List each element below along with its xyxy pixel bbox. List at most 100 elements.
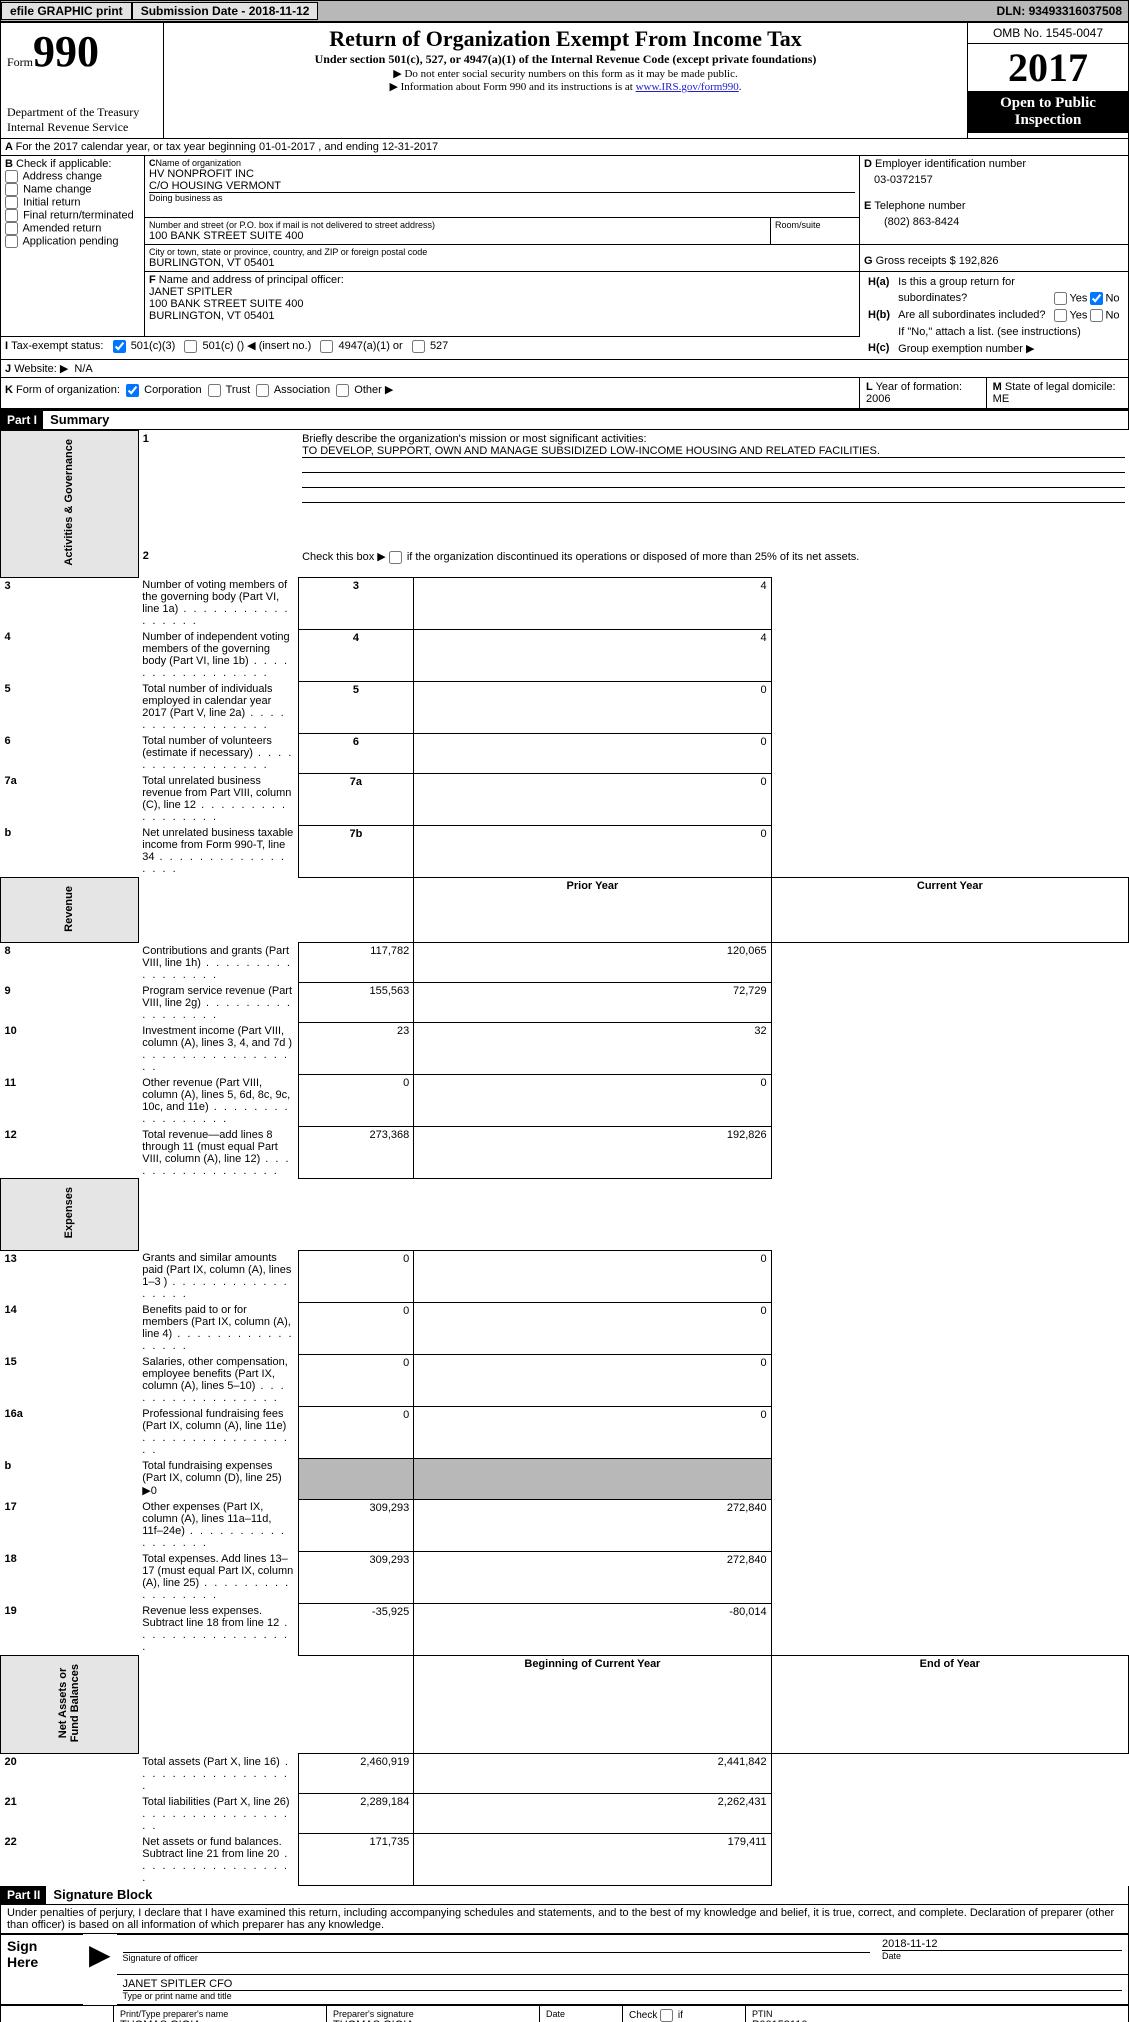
irs-label: Internal Revenue Service	[7, 120, 157, 135]
g-label: Gross receipts $	[876, 255, 956, 267]
col-current: Current Year	[771, 877, 1128, 943]
form-prefix: Form	[7, 55, 33, 69]
city-label: City or town, state or province, country…	[149, 247, 855, 257]
cb-other[interactable]	[336, 384, 349, 397]
part-ii-bar: Part II	[1, 1886, 46, 1904]
city-value: BURLINGTON, VT 05401	[149, 257, 855, 269]
l-label: Year of formation:	[876, 381, 962, 393]
prep-name-label: Print/Type preparer's name	[120, 2009, 320, 2019]
ha-text2: subordinates?	[894, 290, 1050, 307]
ha-no-cb[interactable]	[1090, 292, 1103, 305]
vside-expenses: Expenses	[63, 1181, 75, 1244]
irs-form990-link[interactable]: www.IRS.gov/form990	[636, 81, 739, 93]
cb-501c3[interactable]	[113, 340, 126, 353]
vside-netassets: Net Assets or Fund Balances	[57, 1658, 81, 1748]
prep-sig: THOMAS GIOIA	[333, 2019, 533, 2022]
hb-note: If "No," attach a list. (see instruction…	[894, 324, 1124, 340]
sign-date-label: Date	[882, 1951, 1122, 1961]
summary-table: Activities & Governance 1 Briefly descri…	[0, 430, 1129, 1886]
dba-value	[149, 203, 855, 215]
header-block: Form990 Department of the Treasury Inter…	[0, 22, 1129, 139]
ptin-value: P00158110	[752, 2019, 1122, 2022]
prep-sig-label: Preparer's signature	[333, 2009, 533, 2019]
cb-527[interactable]	[412, 340, 425, 353]
cb-application-pending[interactable]: Application pending	[5, 235, 140, 248]
phone-value: (802) 863-8424	[864, 212, 1124, 228]
m-label: State of legal domicile:	[1005, 381, 1116, 393]
print-name-label: Type or print name and title	[123, 1991, 1122, 2001]
f-label: Name and address of principal officer:	[159, 274, 344, 286]
efile-pill[interactable]: efile GRAPHIC print	[1, 2, 132, 20]
prep-date-label: Date	[546, 2009, 616, 2019]
room-label: Room/suite	[771, 218, 860, 244]
paid-preparer-block: Paid Preparer Use Only Print/Type prepar…	[0, 2005, 1129, 2022]
ha-yes-cb[interactable]	[1054, 292, 1067, 305]
state-domicile: ME	[993, 393, 1010, 405]
gross-receipts: 192,826	[959, 255, 999, 267]
officer-addr2: BURLINGTON, VT 05401	[149, 310, 855, 322]
l2-text: Check this box ▶ if the organization dis…	[302, 551, 859, 563]
form-subtitle: Under section 501(c), 527, or 4947(a)(1)…	[170, 52, 961, 67]
i-label: Tax-exempt status:	[11, 340, 103, 352]
instr-1: ▶ Do not enter social security numbers o…	[170, 67, 961, 80]
hb-text: Are all subordinates included?	[894, 307, 1050, 324]
cb-amended-return[interactable]: Amended return	[5, 222, 140, 235]
vside-governance: Activities & Governance	[63, 433, 75, 572]
officer-name: JANET SPITLER	[149, 286, 855, 298]
year-formation: 2006	[866, 393, 890, 405]
cb-4947[interactable]	[320, 340, 333, 353]
org-name-2: C/O HOUSING VERMONT	[149, 180, 855, 192]
cb-trust[interactable]	[208, 384, 221, 397]
part-i-bar: Part I	[1, 411, 43, 429]
officer-addr1: 100 BANK STREET SUITE 400	[149, 298, 855, 310]
e-label: Telephone number	[874, 200, 965, 212]
cb-address-change[interactable]: Address change	[5, 170, 140, 183]
ha-text: Is this a group return for	[894, 274, 1050, 290]
part-ii-title: Signature Block	[49, 1885, 156, 1904]
col-begin: Beginning of Current Year	[414, 1655, 771, 1753]
cb-name-change[interactable]: Name change	[5, 183, 140, 196]
vside-revenue: Revenue	[63, 880, 75, 938]
dig-treasury: Department of the Treasury	[7, 105, 157, 120]
website-value: N/A	[74, 363, 92, 375]
dln: DLN: 93493316037508	[997, 4, 1128, 18]
open-public-badge: Open to PublicInspection	[968, 91, 1128, 133]
top-bar: efile GRAPHIC print Submission Date - 20…	[0, 0, 1129, 22]
sign-here-label: Sign Here	[1, 1935, 84, 2005]
col-prior: Prior Year	[414, 877, 771, 943]
sign-date: 2018-11-12	[882, 1938, 1122, 1951]
ein-value: 03-0372157	[864, 170, 1124, 200]
cb-final-return[interactable]: Final return/terminated	[5, 209, 140, 222]
org-name-1: HV NONPROFIT INC	[149, 168, 855, 180]
line-a-text: For the 2017 calendar year, or tax year …	[16, 141, 439, 153]
street-value: 100 BANK STREET SUITE 400	[149, 230, 766, 242]
subdate-label: Submission Date - 2018-11-12	[132, 2, 319, 20]
cb-discontinued[interactable]	[389, 551, 402, 564]
form-title: Return of Organization Exempt From Incom…	[170, 26, 961, 52]
part-i-title: Summary	[46, 410, 113, 429]
perjury-text: Under penalties of perjury, I declare th…	[0, 1905, 1129, 1934]
cb-501c[interactable]	[184, 340, 197, 353]
ptin-label: PTIN	[752, 2009, 1122, 2019]
l1-label: Briefly describe the organization's miss…	[302, 433, 646, 445]
cb-initial-return[interactable]: Initial return	[5, 196, 140, 209]
cb-self-employed[interactable]	[660, 2009, 673, 2022]
cb-corporation[interactable]	[126, 384, 139, 397]
sig-officer-label: Signature of officer	[123, 1953, 870, 1963]
paid-prep-label: Paid Preparer Use Only	[1, 2006, 114, 2022]
sign-here-block: Sign Here ▶ Signature of officer 2018-11…	[0, 1934, 1129, 2005]
instr-2: ▶ Information about Form 990 and its ins…	[170, 80, 961, 93]
prep-name: THOMAS GIOIA	[120, 2019, 320, 2022]
d-label: Employer identification number	[875, 158, 1026, 170]
mission-text: TO DEVELOP, SUPPORT, OWN AND MANAGE SUBS…	[302, 445, 1124, 458]
cb-association[interactable]	[256, 384, 269, 397]
b-label: Check if applicable:	[16, 158, 111, 170]
officer-print-name: JANET SPITLER CFO	[123, 1978, 1122, 1991]
street-label: Number and street (or P.O. box if mail i…	[149, 220, 766, 230]
hb-yes-cb[interactable]	[1054, 309, 1067, 322]
dba-label: Doing business as	[149, 193, 855, 203]
sign-arrow-icon: ▶	[83, 1935, 117, 1975]
hb-no-cb[interactable]	[1090, 309, 1103, 322]
j-label: Website: ▶	[14, 363, 68, 375]
tax-year: 2017	[968, 44, 1128, 91]
